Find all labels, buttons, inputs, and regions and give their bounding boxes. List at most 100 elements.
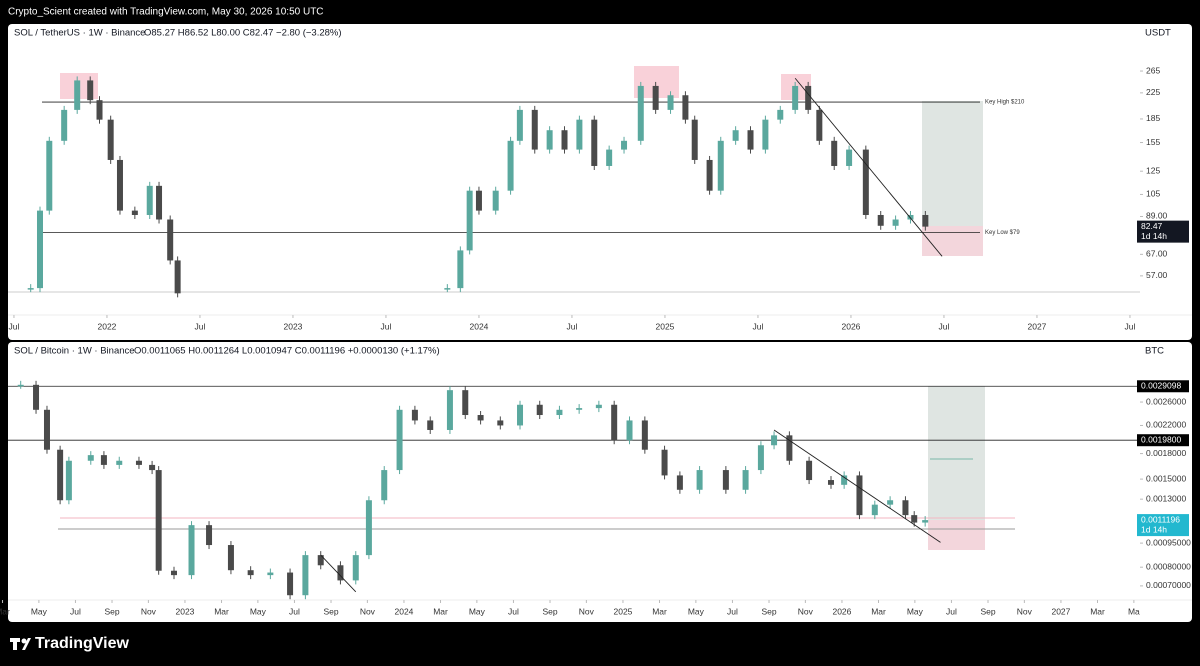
y-tick-label: 67.00 — [1146, 249, 1168, 259]
candle — [457, 250, 464, 289]
x-tick-label: Jul — [727, 606, 738, 616]
x-tick-label: Nov — [1017, 606, 1033, 616]
candle — [337, 565, 344, 581]
x-tick-label: May — [688, 606, 705, 616]
candle — [146, 185, 153, 215]
candle — [167, 219, 174, 261]
candle — [57, 449, 64, 501]
candle — [352, 555, 359, 581]
candle — [477, 415, 484, 421]
panel-1 — [8, 24, 1192, 340]
x-tick-label: Jul — [567, 321, 578, 331]
candle — [492, 190, 499, 211]
y-tick-label: 0.0013000 — [1146, 493, 1186, 503]
candle — [806, 460, 813, 481]
candle — [462, 390, 469, 416]
candle — [517, 404, 524, 426]
candle — [762, 119, 769, 150]
y-tick-label: 57.00 — [1146, 270, 1168, 280]
trendline — [773, 429, 941, 543]
candle — [546, 130, 553, 150]
footer-brand: TradingView — [35, 635, 130, 652]
y-tick-label: 155 — [1146, 137, 1160, 147]
x-tick-label: Mar — [214, 606, 229, 616]
candle — [626, 420, 633, 441]
candle — [722, 470, 729, 490]
x-tick-label: 2022 — [97, 321, 116, 331]
candle — [805, 85, 812, 110]
currency: BTC — [1145, 346, 1164, 357]
x-tick-label: Jul — [753, 321, 764, 331]
x-tick-label: 2024 — [394, 606, 413, 616]
x-tick-label: May — [907, 606, 924, 616]
level-box — [1137, 380, 1189, 393]
candle — [667, 95, 674, 110]
y-tick-label: 89.00 — [1146, 211, 1168, 221]
candle — [827, 480, 834, 485]
candle — [841, 475, 848, 485]
candle — [411, 409, 418, 421]
candle — [156, 185, 163, 220]
level-label: Key High $210 — [985, 100, 1025, 106]
target-zone — [928, 386, 985, 520]
candle — [846, 149, 853, 166]
x-tick-label: 2027 — [1051, 606, 1070, 616]
candle — [206, 525, 213, 546]
candle — [902, 500, 909, 516]
candle — [46, 140, 53, 211]
x-tick-label: Sep — [980, 606, 995, 616]
candle — [576, 408, 583, 410]
candle — [661, 449, 668, 476]
candle — [171, 570, 178, 576]
candle — [877, 214, 884, 226]
x-tick-label: Mar — [871, 606, 886, 616]
level-box — [1137, 434, 1189, 447]
y-tick-label: 265 — [1146, 65, 1160, 75]
stop-zone — [928, 520, 985, 550]
x-tick-label: Nov — [360, 606, 376, 616]
x-tick-label: May — [250, 606, 267, 616]
candle — [188, 525, 195, 576]
y-tick-label: 0.0018000 — [1146, 448, 1186, 458]
candle — [591, 119, 598, 166]
candle — [475, 190, 482, 211]
candle — [831, 140, 838, 166]
y-tick-label: 125 — [1146, 165, 1160, 175]
candle — [36, 210, 43, 289]
x-tick-label: Jul — [9, 321, 20, 331]
x-tick-label: Sep — [104, 606, 119, 616]
candle — [87, 80, 94, 101]
candle — [317, 555, 324, 566]
candle — [576, 119, 583, 150]
candle — [381, 470, 388, 501]
y-tick-label: 0.0022000 — [1146, 420, 1186, 430]
candle — [757, 445, 764, 471]
candle — [33, 384, 40, 410]
x-tick-label: Jul — [508, 606, 519, 616]
candle — [816, 109, 823, 141]
candle — [247, 570, 254, 576]
x-tick-label: Nov — [579, 606, 595, 616]
candle — [531, 109, 538, 150]
candle — [174, 260, 181, 294]
x-tick-label: Ma — [1128, 606, 1140, 616]
x-tick-label: Jul — [1125, 321, 1136, 331]
currency: USDT — [1145, 28, 1171, 39]
ohlc: O85.27 H86.52 L80.00 C82.47 −2.80 (−3.28… — [144, 28, 342, 39]
candle — [497, 420, 504, 426]
x-tick-label: Jul — [70, 606, 81, 616]
candle — [682, 95, 689, 120]
level-label: 0.0029098 — [1141, 381, 1181, 391]
x-tick-label: 2026 — [841, 321, 860, 331]
x-tick-label: Jul — [381, 321, 392, 331]
candle — [87, 455, 94, 461]
level-label: Key Low $79 — [985, 230, 1020, 236]
candle — [706, 159, 713, 191]
candle — [561, 130, 568, 150]
candle — [287, 572, 294, 596]
x-tick-label: 2023 — [175, 606, 194, 616]
candle — [887, 500, 894, 505]
candle — [302, 555, 309, 596]
x-tick-label: 2025 — [655, 321, 674, 331]
price-box — [1137, 514, 1189, 537]
